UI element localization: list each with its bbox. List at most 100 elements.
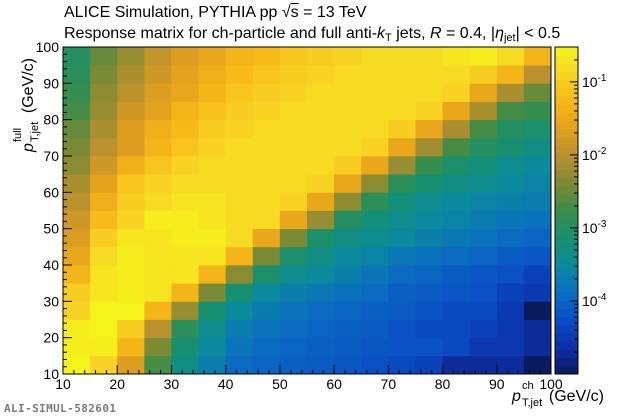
- heatmap-cell: [496, 174, 525, 193]
- heatmap-cell: [252, 119, 281, 139]
- heatmap-cell: [361, 174, 389, 193]
- heatmap-cell: [307, 192, 335, 211]
- heatmap-cell: [523, 301, 552, 320]
- colorbar-segment: [555, 210, 578, 220]
- heatmap-cell: [117, 265, 145, 284]
- colorbar-segment: [555, 120, 578, 130]
- heatmap-cell: [496, 355, 525, 375]
- heatmap-cell: [63, 355, 91, 375]
- heatmap-cell: [307, 337, 335, 357]
- heatmap-cell: [442, 137, 471, 157]
- heatmap-cell: [63, 192, 91, 211]
- heatmap-cell: [252, 101, 281, 121]
- y-tick-label: 80: [43, 112, 59, 128]
- heatmap-cell: [198, 119, 227, 139]
- heatmap-cell: [198, 319, 227, 339]
- heatmap-cell: [442, 101, 471, 121]
- heatmap-cell: [523, 192, 552, 211]
- heatmap-cell: [388, 246, 416, 266]
- colorbar-segment: [555, 308, 578, 318]
- heatmap-cell: [496, 101, 525, 121]
- heatmap-cell: [442, 119, 471, 139]
- heatmap-cell: [334, 283, 362, 302]
- heatmap-cell: [523, 83, 552, 102]
- title-text: ALICE Simulation, PYTHIA pp: [64, 4, 282, 21]
- heatmap-cell: [469, 265, 498, 284]
- heatmap-cell: [117, 83, 145, 102]
- colorbar-segment: [555, 259, 578, 269]
- heatmap-cell: [334, 192, 362, 211]
- heatmap-cell: [496, 228, 525, 248]
- heatmap-cell: [171, 65, 199, 84]
- heatmap-cell: [252, 301, 281, 320]
- heatmap-cell: [361, 228, 389, 248]
- heatmap-cell: [117, 119, 145, 139]
- heatmap-cell: [90, 337, 118, 357]
- heatmap-cell: [415, 83, 443, 102]
- heatmap-cell: [334, 265, 362, 284]
- heatmap-cell: [469, 355, 498, 375]
- heatmap-cell: [334, 337, 362, 357]
- heatmap-cell: [388, 355, 416, 375]
- heatmap-cell: [442, 156, 471, 175]
- heatmap-cell: [198, 355, 227, 375]
- heatmap-cell: [523, 355, 552, 375]
- heatmap-cell: [252, 265, 281, 284]
- y-tick-label: 40: [43, 257, 59, 273]
- heatmap-cell: [279, 319, 308, 339]
- title2-R: R: [430, 25, 442, 42]
- heatmap-cell: [117, 192, 145, 211]
- heatmap-cell: [469, 319, 498, 339]
- heatmap-cell: [415, 265, 443, 284]
- heatmap-cell: [171, 301, 199, 320]
- heatmap-cell: [117, 355, 145, 375]
- heatmap-cell: [90, 47, 118, 66]
- colorbar-segment: [555, 316, 578, 326]
- y-tick-label: 10: [43, 366, 59, 382]
- heatmap-cell: [415, 319, 443, 339]
- colorbar-segment: [555, 153, 578, 162]
- heatmap-cell: [469, 210, 498, 230]
- heatmap-cell: [415, 65, 443, 84]
- heatmap-cell: [496, 301, 525, 320]
- heatmap-cell: [63, 265, 91, 284]
- heatmap-cell: [415, 119, 443, 139]
- x-label-sup: ch: [521, 380, 534, 392]
- heatmap-cell: [117, 210, 145, 230]
- heatmap-cell: [523, 47, 552, 66]
- y-tick-label: 30: [43, 293, 59, 309]
- heatmap-cell: [307, 174, 335, 193]
- heatmap-cell: [171, 337, 199, 357]
- colorbar-segment: [555, 161, 578, 171]
- heatmap-cell: [198, 337, 227, 357]
- heatmap-cell: [442, 319, 471, 339]
- heatmap-cell: [117, 246, 145, 266]
- heatmap-cell: [90, 301, 118, 320]
- heatmap-cell: [63, 156, 91, 175]
- heatmap-cell: [252, 355, 281, 375]
- heatmap-cell: [361, 101, 389, 121]
- heatmap-cell: [144, 301, 172, 320]
- heatmap-cell: [496, 337, 525, 357]
- heatmap-cell: [523, 246, 552, 266]
- heatmap-cell: [415, 47, 443, 66]
- heatmap-cell: [334, 65, 362, 84]
- heatmap-cell: [144, 83, 172, 102]
- heatmap-cell: [469, 174, 498, 193]
- heatmap-cell: [415, 246, 443, 266]
- heatmap-cell: [361, 137, 389, 157]
- heatmap-cell: [117, 228, 145, 248]
- heatmap-cell: [279, 192, 308, 211]
- colorbar-segment: [555, 267, 578, 277]
- heatmap-cell: [198, 174, 227, 193]
- heatmap-cell: [388, 119, 416, 139]
- heatmap-cell: [279, 337, 308, 357]
- colorbar-tick-label: 10-3: [582, 219, 607, 236]
- heatmap-cell: [442, 47, 471, 66]
- heatmap-cell: [63, 119, 91, 139]
- chart-title-line2: Response matrix for ch-particle and full…: [64, 25, 560, 44]
- heatmap-cell: [171, 246, 199, 266]
- x-tick-label: 70: [381, 376, 397, 392]
- heatmap-cell: [252, 283, 281, 302]
- heatmap-cell: [117, 137, 145, 157]
